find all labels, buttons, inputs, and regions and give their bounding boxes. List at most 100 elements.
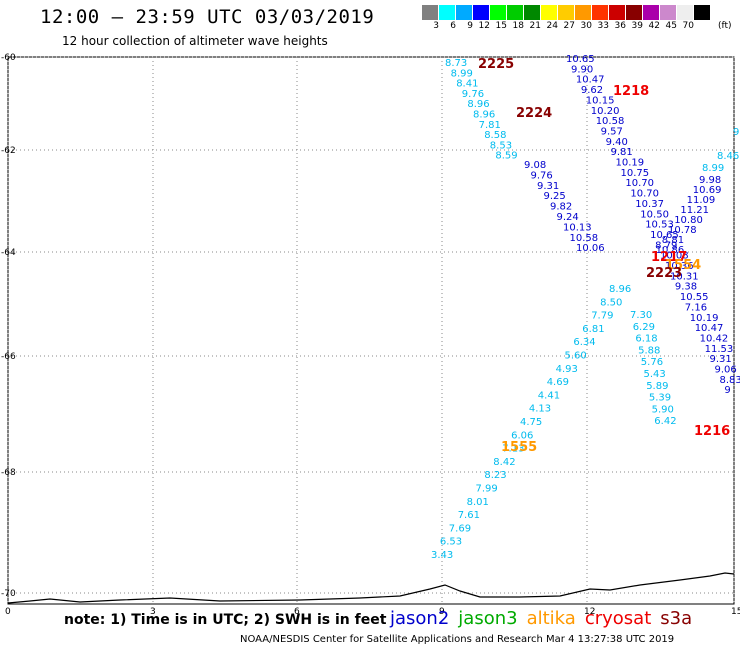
colorbar-swatch: [507, 5, 524, 20]
colorbar-label: 15: [495, 21, 507, 31]
colorbar-swatch: [473, 5, 490, 20]
wave-height-value: 10.15: [586, 95, 615, 106]
page-subtitle: 12 hour collection of altimeter wave hei…: [62, 34, 328, 48]
colorbar-label: 18: [512, 21, 524, 31]
wave-height-value: 10.55: [680, 292, 709, 303]
wave-height-value: 9.82: [550, 202, 572, 213]
wave-height-value: 10.37: [635, 199, 664, 210]
wave-height-value: 9.76: [462, 89, 484, 100]
latitude-label: -66: [1, 352, 16, 362]
wave-height-value: 9.31: [537, 181, 559, 192]
longitude-label: 3: [150, 607, 156, 617]
latitude-label: -68: [1, 468, 16, 478]
wave-height-value: 10.06: [576, 243, 605, 254]
colorbar-swatch: [660, 5, 677, 20]
wave-height-value: 11.21: [680, 205, 709, 216]
wave-height-value: 10.47: [695, 323, 724, 334]
wave-height-value: 8.73: [445, 58, 467, 69]
wave-height-value: 6.81: [582, 324, 604, 335]
wave-height-value: 4.75: [520, 417, 542, 428]
colorbar-swatch: [490, 5, 507, 20]
wave-height-value: 7.13: [502, 444, 524, 455]
wave-height-value: 9.90: [571, 64, 593, 75]
pass-time-label: 1554: [665, 258, 701, 273]
wave-height-values: 8.738.998.419.768.968.967.818.588.538.59…: [431, 54, 740, 561]
wave-height-value: 4.93: [556, 364, 578, 375]
wave-height-value: 8.46: [717, 151, 739, 162]
wave-height-value: 11.09: [687, 195, 716, 206]
wave-height-value: 6.18: [635, 334, 657, 345]
colorbar-label: 39: [631, 21, 643, 31]
coastline: [7, 572, 735, 604]
colorbar-swatch: [694, 5, 711, 20]
colorbar-label: 30: [580, 21, 592, 31]
wave-height-value: 7.81: [479, 120, 501, 131]
wave-height-value: 10.86: [656, 245, 685, 256]
legend-altika: altika: [526, 608, 576, 629]
pass-time-label: 2223: [646, 266, 682, 281]
wave-height-value: 9.24: [557, 212, 579, 223]
wave-height-value: 8.23: [484, 470, 506, 481]
colorbar-label: 27: [563, 21, 575, 31]
colorbar: [422, 5, 711, 20]
colorbar-label: 12: [478, 21, 490, 31]
colorbar-swatch: [575, 5, 592, 20]
wave-height-value: 10.69: [693, 185, 722, 196]
wave-height-value: 10.36: [665, 261, 694, 272]
wave-height-value: 8.96: [467, 99, 489, 110]
wave-height-value: 8.99: [702, 163, 724, 174]
colorbar-swatch: [456, 5, 473, 20]
wave-height-value: 6.53: [440, 537, 462, 548]
wave-height-value: 5.90: [652, 404, 674, 415]
pass-time-label: 1218: [613, 84, 649, 99]
wave-height-value: 10.47: [576, 75, 605, 86]
legend-cryosat: cryosat: [584, 608, 652, 629]
wave-height-value: 7.69: [449, 523, 471, 534]
wave-height-value: 10.53: [645, 220, 674, 231]
wave-height-value: 8.01: [467, 497, 489, 508]
colorbar-label: 3: [433, 21, 439, 31]
colorbar-swatch: [558, 5, 575, 20]
wave-height-value: 10.58: [596, 116, 625, 127]
colorbar-label: 70: [682, 21, 694, 31]
colorbar-swatch: [422, 5, 439, 20]
wave-height-value: 9.38: [675, 282, 697, 293]
wave-height-value: 8.50: [600, 297, 622, 308]
longitude-label: 0: [5, 607, 11, 617]
wave-height-value: 5.60: [565, 351, 587, 362]
note-text: note: 1) Time is in UTC; 2) SWH is in fe…: [64, 612, 387, 628]
wave-height-value: 9.76: [531, 170, 553, 181]
pass-time-label: 2225: [478, 57, 514, 72]
wave-height-value: 9: [724, 385, 730, 396]
wave-height-value: 7.79: [591, 311, 613, 322]
legend-jason3: jason3: [458, 608, 518, 629]
wave-height-value: 9.98: [699, 175, 721, 186]
legend-s3a: s3a: [660, 608, 693, 629]
wave-height-value: 6.06: [511, 430, 533, 441]
colorbar-label: 6: [450, 21, 456, 31]
axis-labels: -60 -62 -64 -66 -68 -70 0 3 6 9 12 15: [1, 53, 740, 617]
wave-height-value: 9.57: [601, 126, 623, 137]
wave-height-value: 9.81: [611, 147, 633, 158]
wave-height-value: 8.96: [473, 110, 495, 121]
graticule: [7, 56, 735, 603]
wave-height-value: 10.42: [700, 333, 729, 344]
colorbar-unit: (ft): [718, 21, 732, 31]
wave-height-value: 9.62: [581, 85, 603, 96]
wave-height-value: 7.61: [458, 510, 480, 521]
wave-height-value: 10.08: [660, 251, 689, 262]
colorbar-label: 9: [467, 21, 473, 31]
colorbar-swatch: [677, 5, 694, 20]
wave-height-value: 7.30: [630, 310, 652, 321]
wave-height-value: 5.88: [638, 345, 660, 356]
wave-height-value: 4.41: [538, 390, 560, 401]
latitude-label: -70: [1, 589, 16, 599]
longitude-label: 9: [439, 607, 445, 617]
wave-height-value: 8.99: [451, 68, 473, 79]
wave-height-value: 4.13: [529, 404, 551, 415]
wave-height-value: 4.69: [547, 377, 569, 388]
wave-height-value: 10.58: [570, 233, 599, 244]
longitude-label: 6: [294, 607, 300, 617]
wave-height-value: 10.50: [640, 209, 669, 220]
colorbar-swatch: [592, 5, 609, 20]
